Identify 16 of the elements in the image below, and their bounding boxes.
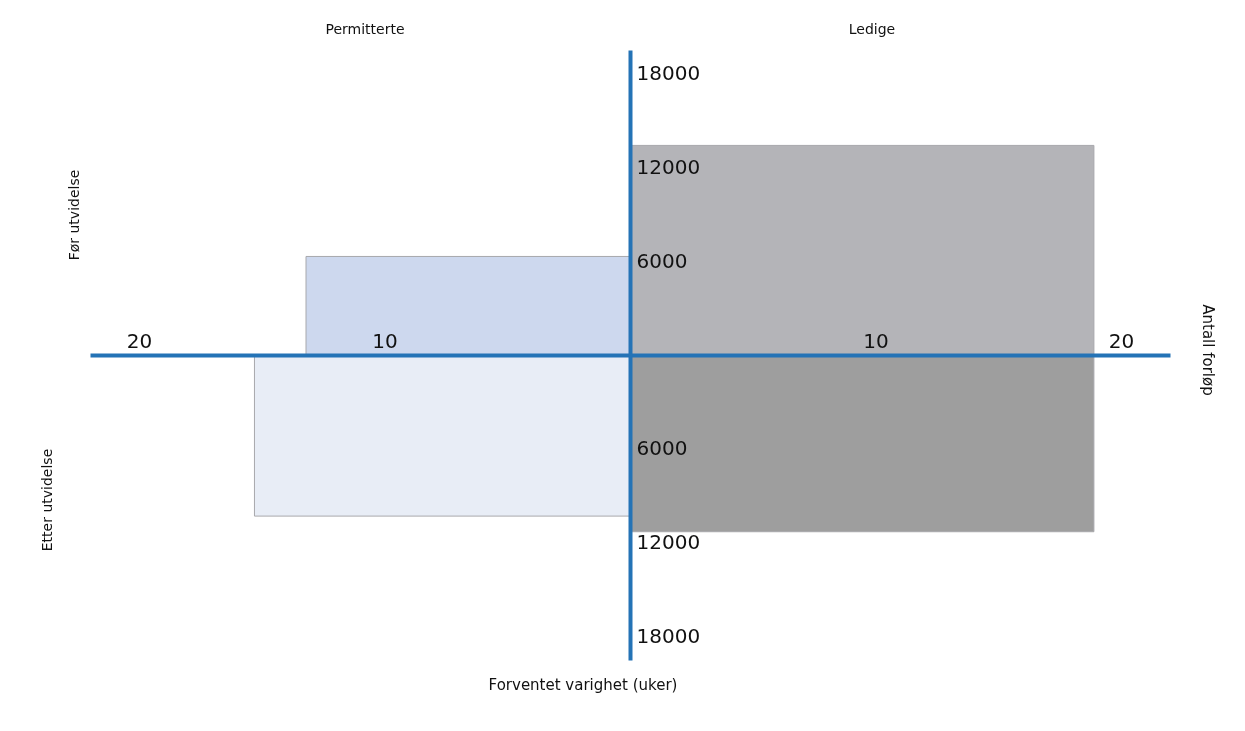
text: Før utvidelse <box>66 169 82 261</box>
y-tick-label: 6000 <box>636 248 688 273</box>
text: Etter utvidelse <box>39 448 55 552</box>
x-tick-label: 20 <box>1108 328 1135 353</box>
y-tick-label: 18000 <box>636 624 701 649</box>
y-tick-label: 12000 <box>636 154 701 179</box>
y-tick-label: 18000 <box>636 60 701 85</box>
x-tick-label: 10 <box>372 328 398 353</box>
x-tick-label: 20 <box>126 328 153 353</box>
y-axis-title: Antall forløp <box>1199 304 1217 396</box>
text: Permitterte <box>325 21 405 37</box>
text: Ledige <box>848 21 896 37</box>
x-axis-title: Forventet varighet (uker) <box>488 676 678 694</box>
y-tick-label: 12000 <box>636 530 701 555</box>
y-tick-label: 6000 <box>636 436 688 461</box>
x-tick-label: 10 <box>863 328 889 353</box>
